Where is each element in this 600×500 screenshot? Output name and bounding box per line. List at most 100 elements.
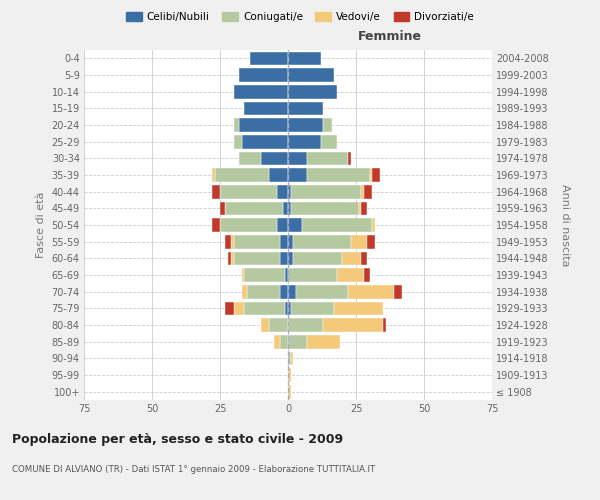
Bar (296, 285, 348, 298)
Bar (244, 302, 285, 315)
Bar (288, 368, 291, 382)
Bar (239, 152, 261, 165)
Bar (280, 285, 288, 298)
Bar (323, 318, 383, 332)
Bar (367, 235, 375, 248)
Bar (288, 385, 291, 398)
Bar (370, 168, 373, 182)
Bar (288, 168, 307, 182)
Bar (277, 218, 288, 232)
Bar (288, 85, 337, 98)
Bar (226, 302, 233, 315)
Bar (269, 318, 288, 332)
Bar (302, 218, 373, 232)
Bar (239, 118, 288, 132)
Bar (244, 102, 288, 115)
Bar (307, 168, 370, 182)
Bar (242, 268, 244, 282)
Bar (288, 318, 323, 332)
Bar (291, 302, 334, 315)
Bar (228, 252, 231, 265)
Y-axis label: Fasce di età: Fasce di età (36, 192, 46, 258)
Bar (277, 185, 288, 198)
Bar (274, 335, 280, 348)
Bar (361, 252, 367, 265)
Bar (220, 202, 226, 215)
Bar (247, 285, 280, 298)
Bar (226, 202, 283, 215)
Bar (212, 185, 220, 198)
Text: COMUNE DI ALVIANO (TR) - Dati ISTAT 1° gennaio 2009 - Elaborazione TUTTITALIA.IT: COMUNE DI ALVIANO (TR) - Dati ISTAT 1° g… (12, 466, 375, 474)
Bar (307, 335, 340, 348)
Bar (383, 318, 386, 332)
Bar (288, 135, 320, 148)
Bar (285, 302, 288, 315)
Bar (261, 318, 269, 332)
Bar (280, 235, 288, 248)
Bar (288, 285, 296, 298)
Bar (215, 168, 269, 182)
Bar (364, 268, 370, 282)
Bar (288, 335, 307, 348)
Bar (280, 335, 288, 348)
Bar (343, 252, 361, 265)
Bar (334, 302, 383, 315)
Bar (288, 202, 291, 215)
Bar (364, 185, 373, 198)
Bar (307, 152, 348, 165)
Bar (269, 168, 288, 182)
Bar (288, 302, 291, 315)
Bar (394, 285, 402, 298)
Bar (350, 235, 367, 248)
Bar (320, 135, 337, 148)
Bar (226, 235, 231, 248)
Bar (288, 68, 334, 82)
Legend: Celibi/Nubili, Coniugati/e, Vedovi/e, Divorziati/e: Celibi/Nubili, Coniugati/e, Vedovi/e, Di… (122, 8, 478, 26)
Bar (288, 352, 291, 365)
Bar (291, 185, 361, 198)
Bar (361, 202, 367, 215)
Text: Femmine: Femmine (358, 30, 422, 43)
Bar (233, 85, 288, 98)
Bar (288, 185, 291, 198)
Bar (288, 52, 320, 65)
Bar (293, 252, 343, 265)
Bar (359, 202, 361, 215)
Bar (212, 218, 220, 232)
Bar (348, 285, 394, 298)
Bar (239, 68, 288, 82)
Bar (212, 168, 215, 182)
Bar (250, 52, 288, 65)
Bar (288, 252, 293, 265)
Bar (233, 302, 244, 315)
Bar (291, 202, 359, 215)
Bar (231, 235, 233, 248)
Bar (288, 268, 337, 282)
Bar (323, 118, 332, 132)
Bar (285, 268, 288, 282)
Bar (283, 202, 288, 215)
Bar (233, 118, 239, 132)
Bar (233, 135, 242, 148)
Bar (373, 218, 375, 232)
Bar (337, 268, 364, 282)
Bar (288, 102, 323, 115)
Bar (288, 218, 302, 232)
Bar (231, 252, 233, 265)
Bar (288, 152, 307, 165)
Bar (361, 185, 364, 198)
Bar (373, 168, 380, 182)
Bar (220, 218, 277, 232)
Bar (288, 235, 293, 248)
Bar (291, 352, 293, 365)
Bar (288, 118, 323, 132)
Bar (280, 252, 288, 265)
Bar (261, 152, 288, 165)
Bar (242, 285, 247, 298)
Bar (348, 152, 350, 165)
Bar (244, 268, 285, 282)
Bar (242, 135, 288, 148)
Bar (220, 185, 277, 198)
Bar (233, 252, 280, 265)
Bar (293, 235, 350, 248)
